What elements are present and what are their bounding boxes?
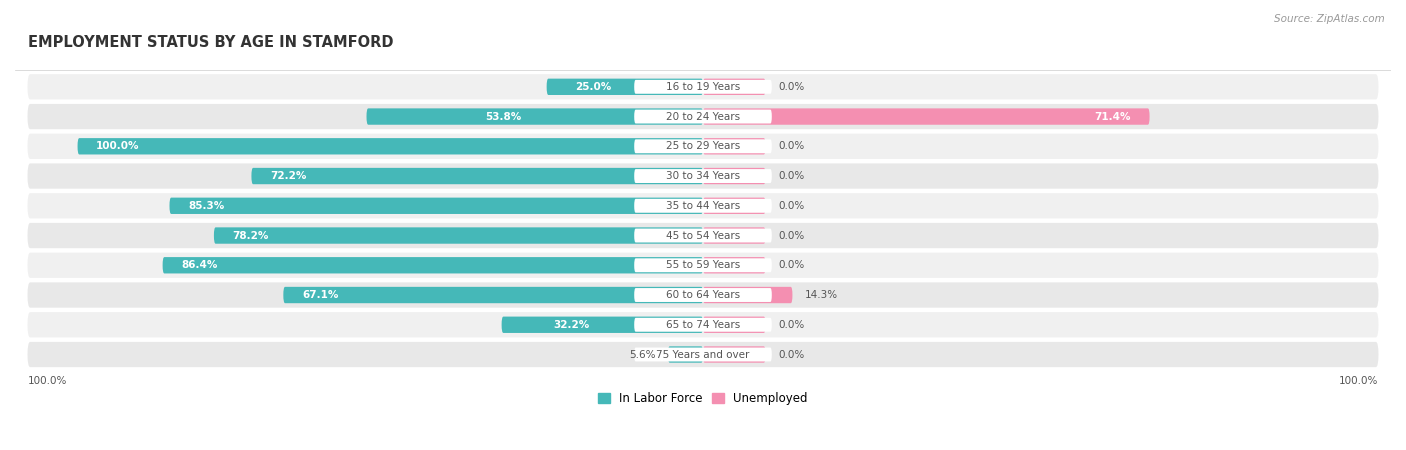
FancyBboxPatch shape <box>28 74 1378 99</box>
FancyBboxPatch shape <box>77 138 703 154</box>
FancyBboxPatch shape <box>28 312 1378 338</box>
Text: 75 Years and over: 75 Years and over <box>657 350 749 360</box>
FancyBboxPatch shape <box>163 257 703 274</box>
Text: 14.3%: 14.3% <box>806 290 838 300</box>
Text: 100.0%: 100.0% <box>28 376 67 386</box>
Text: 0.0%: 0.0% <box>778 350 804 360</box>
FancyBboxPatch shape <box>703 79 765 95</box>
FancyBboxPatch shape <box>634 199 772 213</box>
Text: 0.0%: 0.0% <box>778 141 804 151</box>
FancyBboxPatch shape <box>28 283 1378 308</box>
FancyBboxPatch shape <box>634 110 772 123</box>
Text: 0.0%: 0.0% <box>778 82 804 92</box>
FancyBboxPatch shape <box>28 104 1378 129</box>
FancyBboxPatch shape <box>28 342 1378 367</box>
FancyBboxPatch shape <box>28 163 1378 189</box>
Text: 32.2%: 32.2% <box>553 320 589 330</box>
FancyBboxPatch shape <box>703 346 765 363</box>
FancyBboxPatch shape <box>252 168 703 184</box>
FancyBboxPatch shape <box>703 257 765 274</box>
Text: 71.4%: 71.4% <box>1094 112 1130 122</box>
Text: 0.0%: 0.0% <box>778 230 804 241</box>
FancyBboxPatch shape <box>634 347 772 361</box>
FancyBboxPatch shape <box>170 198 703 214</box>
Text: 20 to 24 Years: 20 to 24 Years <box>666 112 740 122</box>
FancyBboxPatch shape <box>28 252 1378 278</box>
FancyBboxPatch shape <box>703 138 765 154</box>
Text: 25 to 29 Years: 25 to 29 Years <box>666 141 740 151</box>
Text: 16 to 19 Years: 16 to 19 Years <box>666 82 740 92</box>
Text: 55 to 59 Years: 55 to 59 Years <box>666 260 740 270</box>
FancyBboxPatch shape <box>668 346 703 363</box>
Text: 0.0%: 0.0% <box>778 260 804 270</box>
FancyBboxPatch shape <box>703 227 765 244</box>
Text: 85.3%: 85.3% <box>188 201 225 211</box>
FancyBboxPatch shape <box>28 193 1378 218</box>
Text: 67.1%: 67.1% <box>302 290 339 300</box>
Text: 35 to 44 Years: 35 to 44 Years <box>666 201 740 211</box>
FancyBboxPatch shape <box>634 258 772 272</box>
Text: 45 to 54 Years: 45 to 54 Years <box>666 230 740 241</box>
Text: 100.0%: 100.0% <box>1339 376 1378 386</box>
FancyBboxPatch shape <box>547 79 703 95</box>
Text: 30 to 34 Years: 30 to 34 Years <box>666 171 740 181</box>
FancyBboxPatch shape <box>28 134 1378 159</box>
FancyBboxPatch shape <box>634 80 772 94</box>
Text: 100.0%: 100.0% <box>96 141 139 151</box>
FancyBboxPatch shape <box>214 227 703 244</box>
FancyBboxPatch shape <box>703 287 793 303</box>
Text: 0.0%: 0.0% <box>778 320 804 330</box>
Text: Source: ZipAtlas.com: Source: ZipAtlas.com <box>1274 14 1385 23</box>
Text: 86.4%: 86.4% <box>181 260 218 270</box>
FancyBboxPatch shape <box>634 169 772 183</box>
FancyBboxPatch shape <box>634 288 772 302</box>
FancyBboxPatch shape <box>634 140 772 153</box>
FancyBboxPatch shape <box>634 229 772 243</box>
FancyBboxPatch shape <box>703 317 765 333</box>
FancyBboxPatch shape <box>28 223 1378 248</box>
Text: 78.2%: 78.2% <box>232 230 269 241</box>
Legend: In Labor Force, Unemployed: In Labor Force, Unemployed <box>595 388 811 409</box>
FancyBboxPatch shape <box>284 287 703 303</box>
Text: 60 to 64 Years: 60 to 64 Years <box>666 290 740 300</box>
FancyBboxPatch shape <box>367 108 703 125</box>
FancyBboxPatch shape <box>502 317 703 333</box>
Text: 72.2%: 72.2% <box>270 171 307 181</box>
FancyBboxPatch shape <box>703 168 765 184</box>
Text: EMPLOYMENT STATUS BY AGE IN STAMFORD: EMPLOYMENT STATUS BY AGE IN STAMFORD <box>28 35 394 50</box>
Text: 0.0%: 0.0% <box>778 201 804 211</box>
Text: 65 to 74 Years: 65 to 74 Years <box>666 320 740 330</box>
Text: 0.0%: 0.0% <box>778 171 804 181</box>
Text: 5.6%: 5.6% <box>628 350 655 360</box>
Text: 53.8%: 53.8% <box>485 112 522 122</box>
Text: 25.0%: 25.0% <box>575 82 612 92</box>
FancyBboxPatch shape <box>703 108 1150 125</box>
FancyBboxPatch shape <box>703 198 765 214</box>
FancyBboxPatch shape <box>634 318 772 332</box>
